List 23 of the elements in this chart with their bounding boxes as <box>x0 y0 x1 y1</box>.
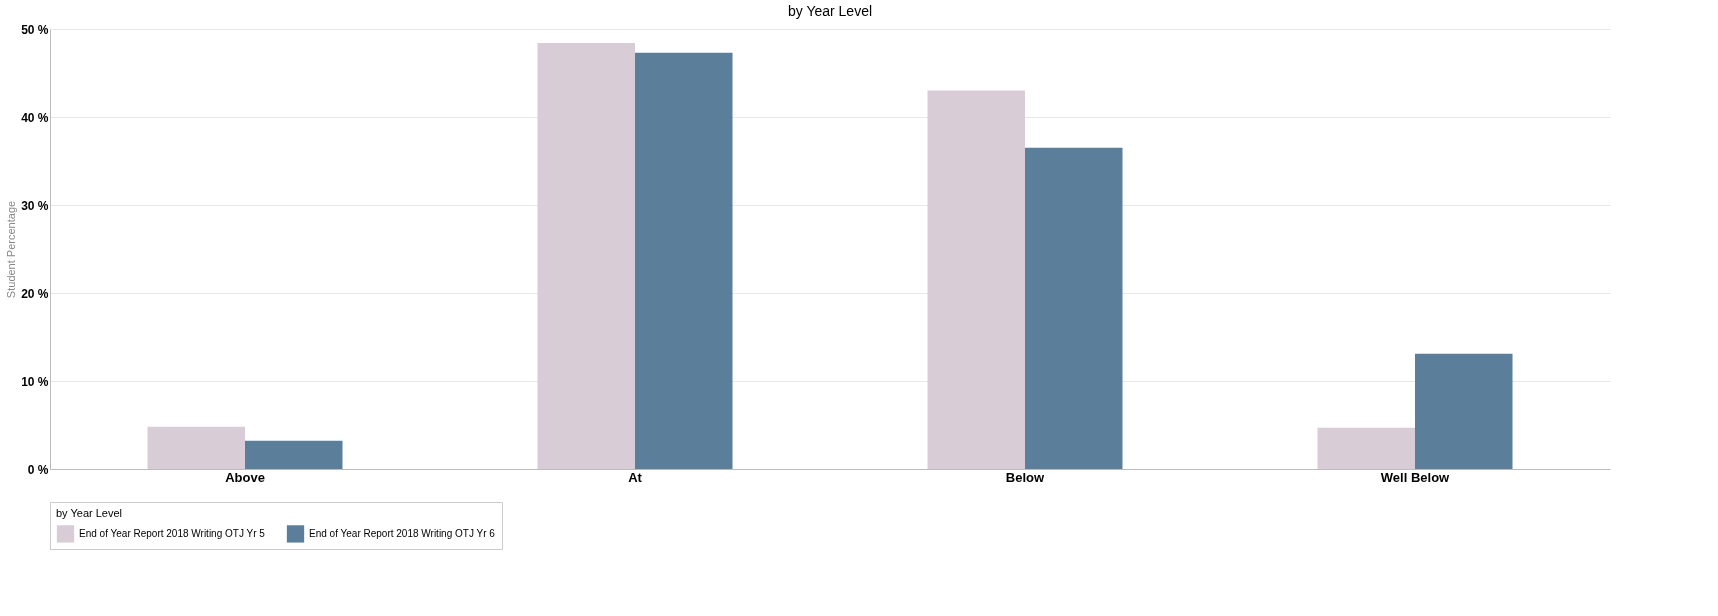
bar <box>1415 353 1513 469</box>
legend-label: End of Year Report 2018 Writing OTJ Yr 5 <box>79 527 266 539</box>
bar <box>537 43 635 469</box>
x-tick-label: At <box>628 469 643 485</box>
x-tick-label: Well Below <box>1380 469 1451 485</box>
x-tick-label: Below <box>1005 469 1046 485</box>
bar <box>635 52 733 469</box>
y-tick-label: 50 % <box>21 22 49 37</box>
bar <box>1025 147 1123 469</box>
legend-label: End of Year Report 2018 Writing OTJ Yr 6 <box>309 527 496 539</box>
y-tick-label: 10 % <box>21 374 49 389</box>
x-tick-label: Above <box>225 469 265 485</box>
legend-title: by Year Level <box>56 507 123 519</box>
y-tick-label: 0 % <box>27 462 49 477</box>
y-tick-label: 20 % <box>21 286 49 301</box>
bar <box>927 90 1025 469</box>
bar <box>245 440 343 469</box>
bar <box>1317 427 1415 469</box>
y-tick-label: 30 % <box>21 198 49 213</box>
y-axis-title: Student Percentage <box>5 200 18 299</box>
y-tick-label: 40 % <box>21 110 49 125</box>
chart-title: by Year Level <box>787 3 873 19</box>
bar <box>147 426 245 469</box>
